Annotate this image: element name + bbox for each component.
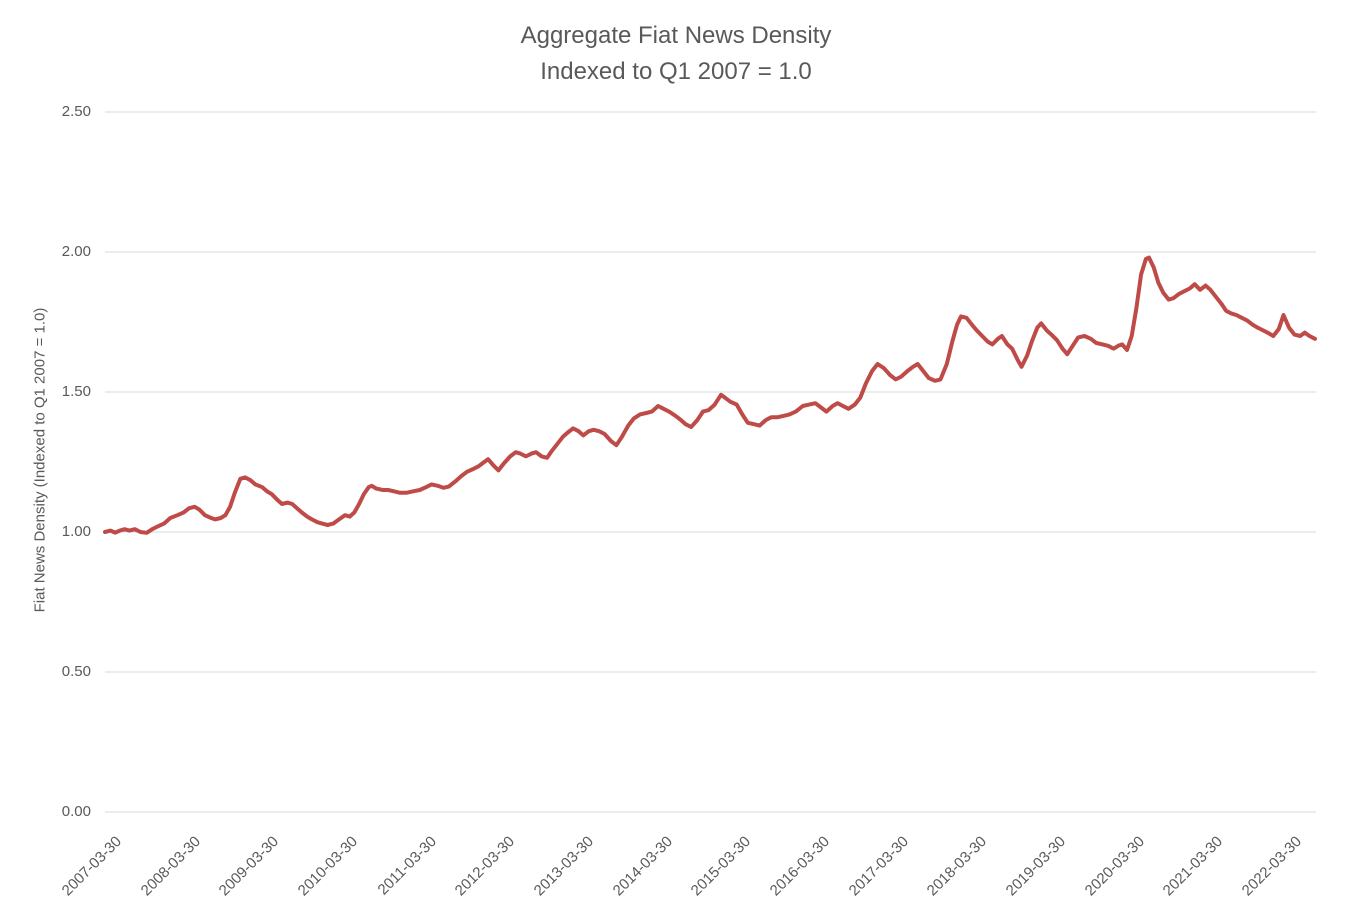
y-tick-label: 1.00 <box>61 523 91 540</box>
y-tick-label: 0.00 <box>61 803 91 820</box>
chart-title-block: Aggregate Fiat News Density Indexed to Q… <box>0 18 1352 90</box>
chart-title: Aggregate Fiat News Density <box>520 22 832 49</box>
series-line <box>103 255 1317 535</box>
chart-subtitle: Indexed to Q1 2007 = 1.0 <box>540 58 812 85</box>
y-tick-label: 2.00 <box>61 243 91 260</box>
y-tick-label: 1.50 <box>61 383 91 400</box>
y-tick-label: 0.50 <box>61 663 91 680</box>
y-tick-label: 2.50 <box>61 103 91 120</box>
